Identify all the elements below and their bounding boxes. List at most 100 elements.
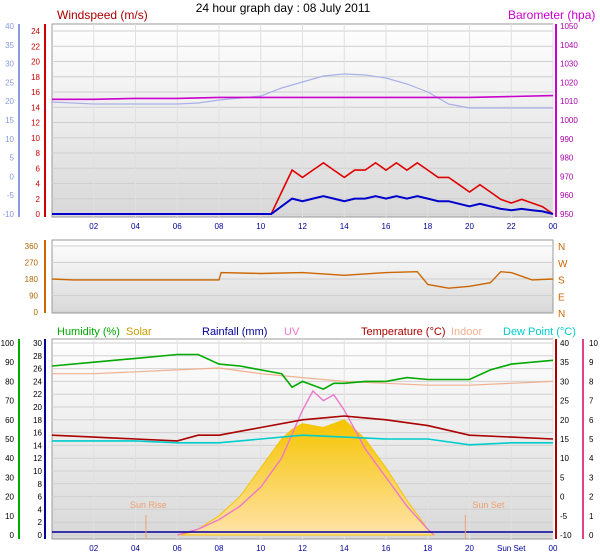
panel1-x-tick-label: 18 (423, 222, 432, 231)
humidity-line (51, 353, 554, 390)
uv-tick-label: 6 (589, 416, 594, 425)
panel1-x-tick-label: 06 (173, 222, 182, 231)
direction-tick-label: 180 (25, 275, 39, 284)
panel3-x-tick-label: 08 (215, 544, 224, 553)
outer-left-tick-label: 25 (5, 78, 14, 87)
windspeed-line (52, 161, 554, 215)
uv-tick-label: 1 (589, 512, 594, 521)
legend-entry: Dew Point (°C) (503, 326, 576, 338)
outer-left-tick-label: -5 (7, 191, 15, 200)
panel1-x-tick-label: 08 (215, 222, 224, 231)
outer-left-tick-label: 30 (5, 60, 14, 69)
temperature-line (51, 415, 554, 442)
panel1-x-tick-label: 20 (465, 222, 474, 231)
humidity-tick-label: 20 (5, 493, 14, 502)
rainfall-tick-label: 4 (38, 505, 43, 514)
panel2-series (51, 270, 554, 289)
panel1-x-tick-label: 16 (382, 222, 391, 231)
panel1-x-axis-ticks: 02 04 06 08 10 12 14 16 18 20 22 00 (89, 222, 558, 231)
rainfall-tick-label: 12 (33, 454, 42, 463)
legend-entry: Humidity (%) (57, 326, 120, 338)
temperature-tick-label: 10 (560, 454, 569, 463)
panel3-series (51, 353, 554, 536)
panel3-x-tick-label: 06 (173, 544, 182, 553)
panel3-x-axis-ticks: 02 04 06 08 10 12 14 16 18 20 Sun Set 00 (89, 544, 558, 553)
outer-left-axis-ticks: 40 35 30 25 20 15 10 5 0 -5 -10 (2, 22, 20, 219)
rainfall-tick-label: 16 (33, 429, 42, 438)
rainfall-tick-label: 28 (33, 352, 42, 361)
panel3-x-tick-label: Sun Set (497, 544, 526, 553)
rainfall-tick-label: 2 (38, 518, 43, 527)
uv-tick-label: 9 (589, 358, 594, 367)
barometer-tick-label: 1000 (560, 116, 578, 125)
dewpoint-line (52, 434, 553, 446)
temperature-tick-label: -10 (560, 531, 572, 540)
windspeed-tick-label: 2 (36, 195, 41, 204)
panel1-x-tick-label: 04 (131, 222, 140, 231)
barometer-tick-label: 990 (560, 135, 574, 144)
humidity-tick-label: 60 (5, 416, 14, 425)
windspeed-tick-label: 6 (36, 164, 41, 173)
outer-left-tick-label: 35 (5, 41, 14, 50)
windspeed-tick-label: 18 (31, 73, 40, 82)
direction-tick-label: 0 (34, 308, 39, 317)
uv-tick-label: 7 (589, 397, 594, 406)
outer-left-tick-label: -10 (2, 210, 14, 219)
legend-entry: Indoor (451, 326, 483, 338)
barometer-tick-label: 1030 (560, 60, 578, 69)
uv-tick-label: 2 (589, 493, 594, 502)
sunset-label: Sun Set (472, 500, 505, 510)
legend-entry: Temperature (°C) (361, 326, 445, 338)
wind-average-line (52, 195, 554, 215)
chart-title: 24 hour graph day : 08 July 2011 (196, 1, 371, 15)
compass-tick-label: W (558, 259, 568, 270)
barometer-tick-label: 1050 (560, 22, 578, 31)
rainfall-tick-label: 6 (38, 493, 43, 502)
barometer-tick-label: 1020 (560, 78, 578, 87)
sunrise-label: Sun Rise (130, 500, 167, 510)
temperature-tick-label: 35 (560, 358, 569, 367)
rainfall-tick-label: 14 (33, 441, 42, 450)
windspeed-tick-label: 4 (36, 180, 41, 189)
panel3-x-tick-label: 18 (423, 544, 432, 553)
panel3-x-tick-label: 12 (298, 544, 307, 553)
temperature-tick-label: 20 (560, 416, 569, 425)
compass-tick-label: E (558, 292, 565, 303)
uv-tick-label: 0 (589, 531, 594, 540)
temperature-tick-label: -5 (560, 512, 568, 521)
direction-tick-label: 360 (25, 242, 39, 251)
barometer-tick-label: 1010 (560, 97, 578, 106)
windspeed-tick-label: 16 (31, 88, 40, 97)
windspeed-tick-label: 22 (31, 42, 40, 51)
uv-tick-label: 4 (589, 454, 594, 463)
windspeed-tick-label: 8 (36, 149, 41, 158)
temperature-tick-label: 30 (560, 377, 569, 386)
panel3-annotations: Sun Rise Sun Set (130, 500, 505, 539)
barometer-line (52, 94, 554, 101)
rainfall-tick-label: 0 (38, 531, 43, 540)
temperature-tick-label: 40 (560, 339, 569, 348)
windspeed-tick-label: 10 (31, 134, 40, 143)
uv-tick-label: 5 (589, 435, 594, 444)
panel1-grid (52, 24, 554, 217)
rainfall-tick-label: 30 (33, 339, 42, 348)
legend-entry: UV (284, 326, 300, 338)
uv-tick-label: 10 (589, 339, 598, 348)
panel3-x-tick-label: 00 (549, 544, 558, 553)
humidity-tick-label: 80 (5, 377, 14, 386)
barometer-tick-label: 950 (560, 210, 574, 219)
panel1-series (51, 73, 554, 215)
humidity-tick-label: 30 (5, 473, 14, 482)
panel3-x-tick-label: 20 (465, 544, 474, 553)
uv-tick-label: 3 (589, 473, 594, 482)
panel3-x-tick-label: 14 (340, 544, 349, 553)
windspeed-tick-label: 0 (36, 210, 41, 219)
barometer-tick-label: 980 (560, 154, 574, 163)
panel2-grid (52, 245, 553, 313)
direction-axis-ticks: 360 270 180 90 0 (25, 240, 46, 317)
